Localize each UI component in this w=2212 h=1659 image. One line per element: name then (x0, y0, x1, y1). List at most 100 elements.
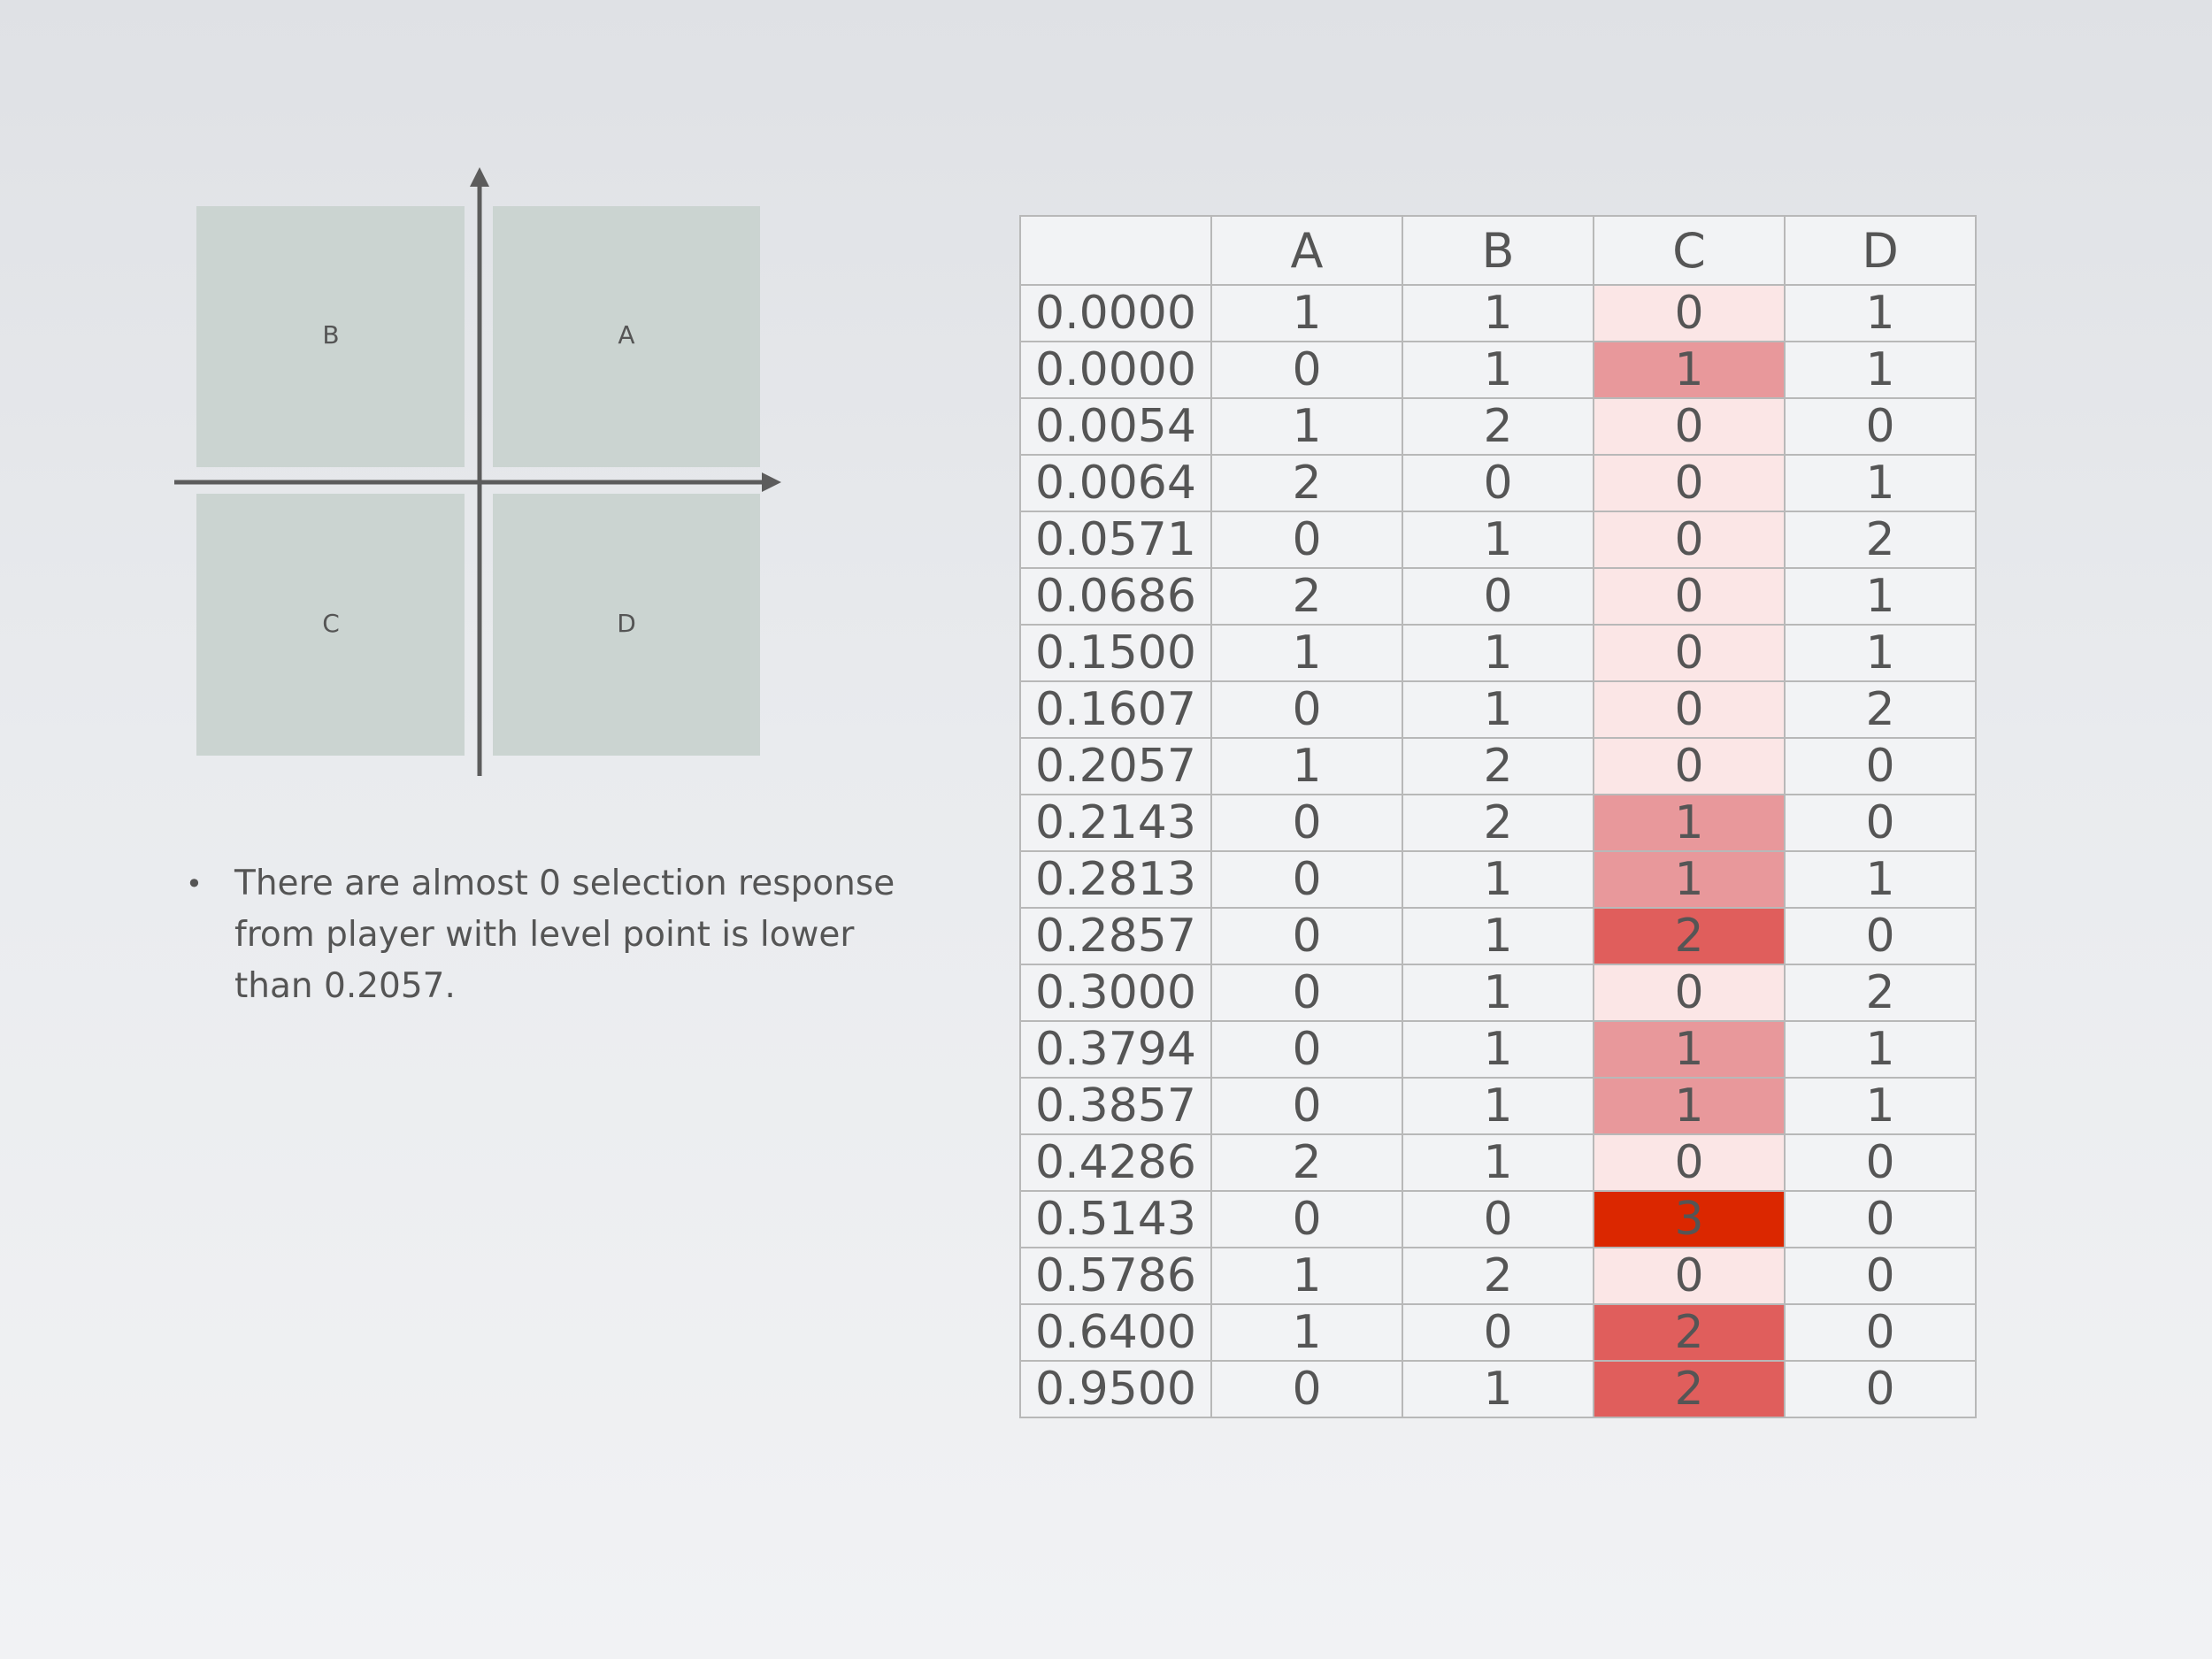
count-cell-d: 1 (1784, 850, 1977, 909)
table-row: 0.3794 0 1 1 1 (1019, 1020, 1977, 1079)
count-cell-b: 1 (1402, 341, 1594, 399)
count-cell-d: 0 (1784, 907, 1977, 965)
count-cell-b: 1 (1402, 511, 1594, 569)
count-cell-d: 0 (1784, 397, 1977, 456)
count-cell-d: 2 (1784, 964, 1977, 1022)
count-cell-c: 1 (1593, 794, 1786, 852)
count-cell-a: 1 (1210, 1247, 1403, 1305)
count-cell-c: 0 (1593, 1247, 1786, 1305)
count-cell-c: 0 (1593, 397, 1786, 456)
level-cell: 0.5786 (1019, 1247, 1212, 1305)
count-cell-a: 1 (1210, 737, 1403, 795)
level-cell: 0.0571 (1019, 511, 1212, 569)
table-row: 0.9500 0 1 2 0 (1019, 1360, 1977, 1418)
table-row: 0.2143 0 2 1 0 (1019, 794, 1977, 852)
count-cell-a: 0 (1210, 907, 1403, 965)
count-cell-c: 0 (1593, 1133, 1786, 1192)
bullet-text: There are almost 0 selection response fr… (234, 864, 895, 1006)
count-cell-b: 1 (1402, 850, 1594, 909)
table-row: 0.0054 1 2 0 0 (1019, 397, 1977, 456)
count-cell-b: 1 (1402, 1133, 1594, 1192)
count-cell-a: 0 (1210, 1077, 1403, 1135)
table-header-c: C (1593, 215, 1786, 286)
quadrant-label-top-left: B (322, 320, 339, 349)
level-cell: 0.2857 (1019, 907, 1212, 965)
count-cell-b: 1 (1402, 1360, 1594, 1418)
level-cell: 0.3857 (1019, 1077, 1212, 1135)
count-cell-a: 2 (1210, 1133, 1403, 1192)
count-cell-c: 1 (1593, 341, 1786, 399)
count-cell-a: 0 (1210, 680, 1403, 739)
quadrant-label-top-right: A (618, 320, 634, 349)
count-cell-d: 1 (1784, 454, 1977, 512)
count-cell-c: 0 (1593, 284, 1786, 342)
y-axis-arrowhead (470, 167, 489, 187)
level-cell: 0.1607 (1019, 680, 1212, 739)
bullet-note: • There are almost 0 selection response … (186, 858, 938, 1012)
count-cell-b: 1 (1402, 1077, 1594, 1135)
table-row: 0.0000 1 1 0 1 (1019, 284, 1977, 342)
quadrant-top-right (493, 206, 760, 467)
count-cell-c: 2 (1593, 1360, 1786, 1418)
bullet-marker: • (186, 867, 203, 901)
table-row: 0.1607 0 1 0 2 (1019, 680, 1977, 739)
count-cell-b: 1 (1402, 284, 1594, 342)
table-row: 0.5786 1 2 0 0 (1019, 1247, 1977, 1305)
table-row: 0.0000 0 1 1 1 (1019, 341, 1977, 399)
count-cell-a: 0 (1210, 1020, 1403, 1079)
count-cell-b: 2 (1402, 794, 1594, 852)
level-cell: 0.5143 (1019, 1190, 1212, 1248)
count-cell-d: 2 (1784, 680, 1977, 739)
count-cell-c: 0 (1593, 737, 1786, 795)
level-cell: 0.3000 (1019, 964, 1212, 1022)
count-cell-d: 1 (1784, 341, 1977, 399)
level-cell: 0.2143 (1019, 794, 1212, 852)
count-cell-c: 0 (1593, 511, 1786, 569)
count-cell-a: 0 (1210, 1190, 1403, 1248)
table-row: 0.1500 1 1 0 1 (1019, 624, 1977, 682)
quadrant-label-bottom-right: D (617, 609, 636, 638)
count-cell-c: 0 (1593, 964, 1786, 1022)
table-header-level (1019, 215, 1212, 286)
table-row: 0.5143 0 0 3 0 (1019, 1190, 1977, 1248)
level-cell: 0.4286 (1019, 1133, 1212, 1192)
count-cell-d: 1 (1784, 567, 1977, 626)
count-cell-a: 0 (1210, 964, 1403, 1022)
quadrant-bottom-left (196, 494, 465, 756)
count-cell-c: 0 (1593, 680, 1786, 739)
count-cell-a: 0 (1210, 511, 1403, 569)
count-cell-b: 1 (1402, 680, 1594, 739)
level-cell: 0.6400 (1019, 1303, 1212, 1362)
count-cell-c: 0 (1593, 454, 1786, 512)
count-cell-a: 0 (1210, 341, 1403, 399)
level-cell: 0.3794 (1019, 1020, 1212, 1079)
table-row: 0.3000 0 1 0 2 (1019, 964, 1977, 1022)
level-cell: 0.2057 (1019, 737, 1212, 795)
level-cell: 0.0064 (1019, 454, 1212, 512)
count-cell-c: 1 (1593, 1020, 1786, 1079)
count-cell-a: 1 (1210, 624, 1403, 682)
quadrant-label-bottom-left: C (322, 609, 340, 638)
count-cell-c: 0 (1593, 624, 1786, 682)
table-row: 0.6400 1 0 2 0 (1019, 1303, 1977, 1362)
count-cell-a: 2 (1210, 454, 1403, 512)
level-cell: 0.0000 (1019, 284, 1212, 342)
count-cell-b: 1 (1402, 907, 1594, 965)
count-cell-d: 0 (1784, 1190, 1977, 1248)
count-cell-d: 0 (1784, 1133, 1977, 1192)
table-body: 0.0000 1 1 0 1 0.0000 0 1 1 1 0.0054 1 2 0 0 0.0064 2 0 0 1… (1019, 284, 1977, 1418)
count-cell-d: 1 (1784, 624, 1977, 682)
count-cell-a: 1 (1210, 284, 1403, 342)
count-cell-d: 2 (1784, 511, 1977, 569)
count-cell-a: 1 (1210, 397, 1403, 456)
count-cell-b: 1 (1402, 624, 1594, 682)
count-cell-d: 0 (1784, 1247, 1977, 1305)
count-cell-a: 1 (1210, 1303, 1403, 1362)
level-cell: 0.9500 (1019, 1360, 1212, 1418)
count-cell-d: 1 (1784, 1077, 1977, 1135)
count-cell-b: 2 (1402, 1247, 1594, 1305)
level-cell: 0.2813 (1019, 850, 1212, 909)
count-cell-b: 2 (1402, 737, 1594, 795)
